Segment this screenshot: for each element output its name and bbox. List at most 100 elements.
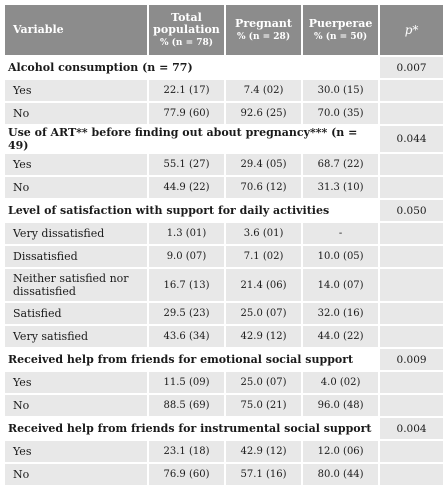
cell-p-empty (380, 177, 443, 198)
cell-total: 9.0 (07) (148, 246, 225, 267)
table-row: No 44.9 (22) 70.6 (12) 31.3 (10) (5, 177, 443, 198)
section-header-row: Use of ART** before finding out about pr… (5, 126, 443, 152)
row-label: Neither satisfied nor dissatisfied (5, 269, 147, 301)
row-label: No (5, 464, 147, 485)
cell-total: 29.5 (23) (148, 303, 225, 324)
row-label: No (5, 177, 147, 198)
cell-puerperae: 70.0 (35) (303, 103, 379, 124)
cell-puerperae: 30.0 (15) (303, 80, 379, 101)
header-total-n: % (n = 78) (159, 37, 214, 48)
table-row: Neither satisfied nor dissatisfied 16.7 (… (5, 269, 443, 301)
header-total-line1: Total (171, 10, 202, 24)
cell-p-empty (380, 464, 443, 485)
header-puerperae-label: Puerperae (308, 16, 373, 30)
section-p-value: 0.009 (380, 349, 443, 370)
section-title: Received help from friends for emotional… (5, 349, 379, 370)
cell-pregnant: 92.6 (25) (226, 103, 302, 124)
cell-total: 1.3 (01) (148, 223, 225, 244)
cell-p-empty (380, 80, 443, 101)
header-p-value: p* (380, 5, 443, 55)
cell-p-empty (380, 303, 443, 324)
cell-pregnant: 25.0 (07) (226, 372, 302, 393)
results-table-container: Variable Total population % (n = 78) Pre… (3, 3, 445, 487)
table-row: Yes 22.1 (17) 7.4 (02) 30.0 (15) (5, 80, 443, 101)
section-title: Received help from friends for instrumen… (5, 418, 379, 439)
cell-p-empty (380, 103, 443, 124)
row-label: Very satisfied (5, 326, 147, 347)
row-label: Dissatisfied (5, 246, 147, 267)
cell-pregnant: 42.9 (12) (226, 326, 302, 347)
row-label: Yes (5, 441, 147, 462)
cell-p-empty (380, 395, 443, 416)
cell-p-empty (380, 441, 443, 462)
row-label: No (5, 395, 147, 416)
section-p-value: 0.050 (380, 200, 443, 221)
cell-pregnant: 7.4 (02) (226, 80, 302, 101)
cell-pregnant: 3.6 (01) (226, 223, 302, 244)
header-pregnant-n: % (n = 28) (237, 31, 291, 42)
cell-puerperae: 96.0 (48) (303, 395, 379, 416)
section-title: Use of ART** before finding out about pr… (5, 126, 379, 152)
cell-puerperae: 44.0 (22) (303, 326, 379, 347)
table-row: Yes 23.1 (18) 42.9 (12) 12.0 (06) (5, 441, 443, 462)
cell-puerperae: 14.0 (07) (303, 269, 379, 301)
cell-puerperae: 4.0 (02) (303, 372, 379, 393)
row-label: No (5, 103, 147, 124)
table-row: Yes 11.5 (09) 25.0 (07) 4.0 (02) (5, 372, 443, 393)
cell-total: 23.1 (18) (148, 441, 225, 462)
cell-p-empty (380, 223, 443, 244)
cell-pregnant: 42.9 (12) (226, 441, 302, 462)
row-label: Yes (5, 154, 147, 175)
cell-pregnant: 21.4 (06) (226, 269, 302, 301)
section-title: Level of satisfaction with support for d… (5, 200, 379, 221)
table-row: Yes 55.1 (27) 29.4 (05) 68.7 (22) (5, 154, 443, 175)
header-row: Variable Total population % (n = 78) Pre… (5, 5, 443, 55)
section-p-value: 0.004 (380, 418, 443, 439)
cell-pregnant: 7.1 (02) (226, 246, 302, 267)
cell-puerperae: 12.0 (06) (303, 441, 379, 462)
table-row: No 76.9 (60) 57.1 (16) 80.0 (44) (5, 464, 443, 485)
cell-puerperae: 80.0 (44) (303, 464, 379, 485)
cell-total: 11.5 (09) (148, 372, 225, 393)
cell-pregnant: 25.0 (07) (226, 303, 302, 324)
header-puerperae: Puerperae % (n = 50) (303, 5, 379, 55)
row-label: Yes (5, 80, 147, 101)
row-label: Satisfied (5, 303, 147, 324)
cell-total: 44.9 (22) (148, 177, 225, 198)
header-variable: Variable (5, 5, 147, 55)
results-table: Variable Total population % (n = 78) Pre… (3, 3, 445, 487)
row-label: Very dissatisfied (5, 223, 147, 244)
header-total: Total population % (n = 78) (148, 5, 225, 55)
cell-p-empty (380, 269, 443, 301)
table-row: Very dissatisfied 1.3 (01) 3.6 (01) - (5, 223, 443, 244)
cell-pregnant: 75.0 (21) (226, 395, 302, 416)
section-title: Alcohol consumption (n = 77) (5, 57, 379, 78)
section-header-row: Received help from friends for emotional… (5, 349, 443, 370)
table-row: No 88.5 (69) 75.0 (21) 96.0 (48) (5, 395, 443, 416)
cell-total: 88.5 (69) (148, 395, 225, 416)
table-body: Alcohol consumption (n = 77) 0.007 Yes 22.1… (5, 57, 443, 485)
section-header-row: Level of satisfaction with support for d… (5, 200, 443, 221)
table-row: No 77.9 (60) 92.6 (25) 70.0 (35) (5, 103, 443, 124)
section-header-row: Received help from friends for instrumen… (5, 418, 443, 439)
cell-pregnant: 70.6 (12) (226, 177, 302, 198)
cell-p-empty (380, 246, 443, 267)
header-puerperae-n: % (n = 50) (314, 31, 368, 42)
table-row: Dissatisfied 9.0 (07) 7.1 (02) 10.0 (05) (5, 246, 443, 267)
cell-total: 55.1 (27) (148, 154, 225, 175)
header-pregnant: Pregnant % (n = 28) (226, 5, 302, 55)
cell-p-empty (380, 154, 443, 175)
cell-total: 22.1 (17) (148, 80, 225, 101)
cell-total: 76.9 (60) (148, 464, 225, 485)
cell-p-empty (380, 326, 443, 347)
cell-puerperae: 68.7 (22) (303, 154, 379, 175)
cell-pregnant: 29.4 (05) (226, 154, 302, 175)
section-header-row: Alcohol consumption (n = 77) 0.007 (5, 57, 443, 78)
table-row: Satisfied 29.5 (23) 25.0 (07) 32.0 (16) (5, 303, 443, 324)
cell-total: 16.7 (13) (148, 269, 225, 301)
cell-puerperae: 32.0 (16) (303, 303, 379, 324)
cell-total: 77.9 (60) (148, 103, 225, 124)
cell-pregnant: 57.1 (16) (226, 464, 302, 485)
table-row: Very satisfied 43.6 (34) 42.9 (12) 44.0 (22… (5, 326, 443, 347)
header-total-line2: population (153, 22, 220, 36)
